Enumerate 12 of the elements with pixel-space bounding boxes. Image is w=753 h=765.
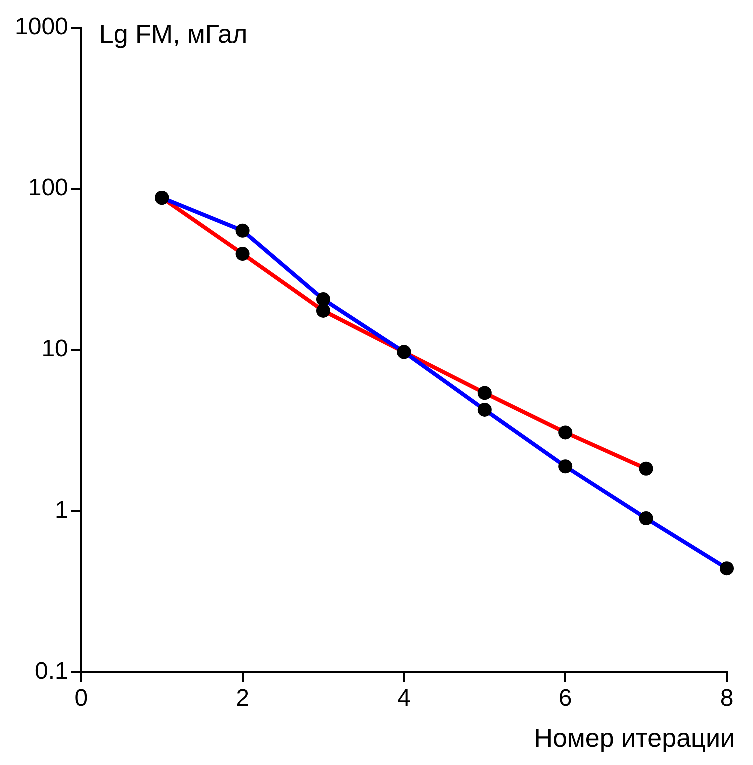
x-tick-label: 0: [74, 685, 88, 712]
y-tick-label: 0.1: [35, 658, 68, 685]
y-tick-label: 100: [28, 174, 68, 202]
x-axis-title: Номер итерации: [534, 723, 735, 754]
x-tick-label: 8: [720, 685, 734, 712]
y-axis-title: Lg FM, мГал: [99, 19, 248, 50]
x-tick-label: 2: [236, 685, 250, 712]
x-tick-label: 6: [558, 685, 572, 712]
y-tick-label: 1000: [15, 14, 68, 41]
x-tick-label: 4: [398, 685, 411, 712]
y-tick-label: 1: [55, 496, 68, 524]
y-tick-label: 10: [42, 336, 68, 363]
